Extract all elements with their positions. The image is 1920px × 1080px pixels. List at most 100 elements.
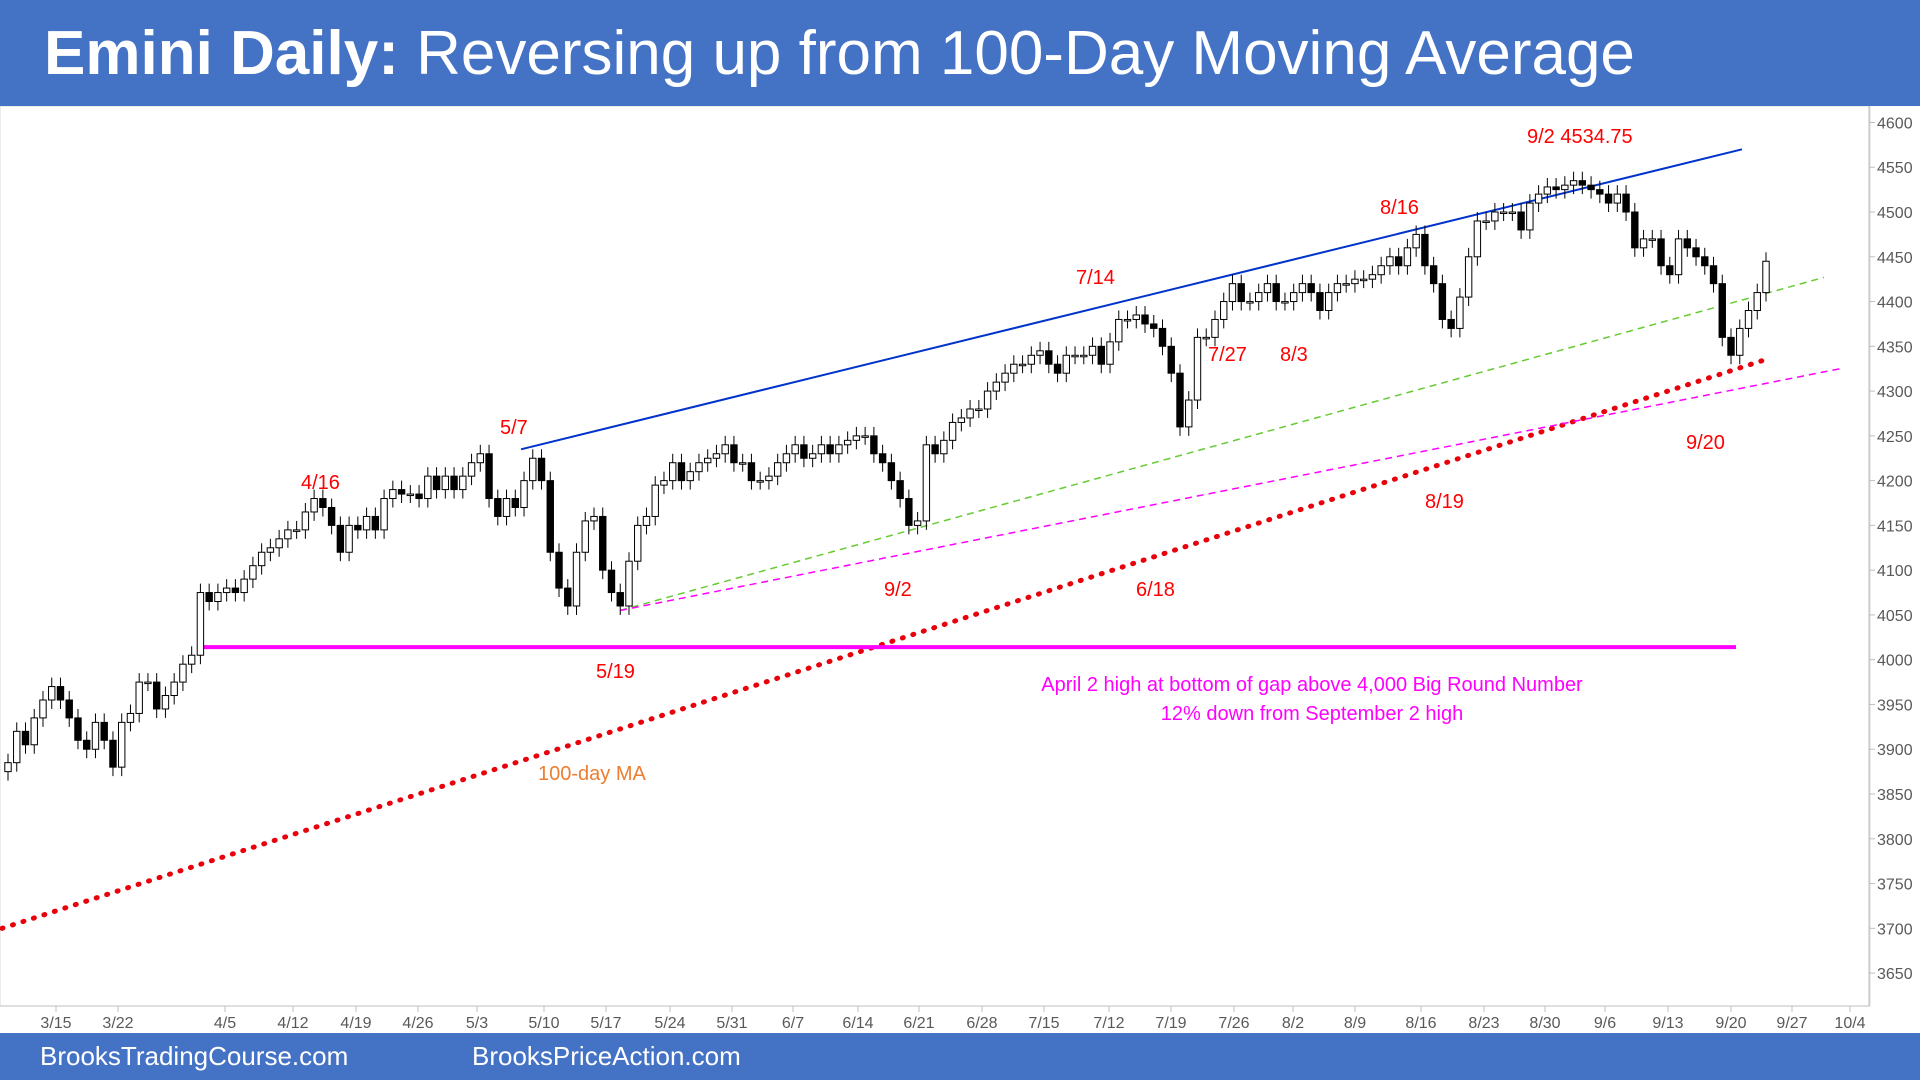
candle-body	[467, 462, 476, 477]
candle-body	[843, 439, 852, 446]
y-tick-label: 4100	[1877, 563, 1913, 580]
candle-body	[450, 475, 458, 491]
y-axis-ticks: 3650 3700 3750 3800 3850 3900 3950 4000 4050 4100…	[1869, 115, 1913, 983]
candle-body	[91, 721, 100, 750]
candle-body	[170, 681, 178, 697]
candle-body	[1290, 292, 1298, 303]
candle-body	[634, 524, 642, 562]
candle-body	[1569, 180, 1578, 186]
candle-body	[292, 529, 301, 532]
title-bold-part: Emini Daily:	[44, 19, 399, 88]
y-tick-label: 4450	[1877, 250, 1913, 267]
candle-body	[686, 471, 694, 482]
candle-body	[1552, 186, 1560, 191]
x-tick-label: 5/24	[654, 1015, 685, 1032]
candle-body	[1394, 256, 1403, 267]
candle-body	[651, 484, 659, 517]
candle-body	[1010, 363, 1018, 374]
candle-body	[800, 444, 808, 459]
candle-body	[983, 390, 992, 410]
candle-body	[56, 686, 65, 701]
page-title: Emini Daily: Reversing up from 100-Day M…	[44, 14, 1635, 94]
candle-body	[1263, 283, 1272, 294]
candle-body	[1412, 233, 1420, 249]
candle-body	[1246, 301, 1254, 304]
candle-body	[537, 457, 546, 482]
x-tick-label: 7/26	[1218, 1015, 1249, 1032]
y-tick-label: 3850	[1877, 787, 1913, 804]
candle-body	[502, 498, 511, 517]
candle-body	[581, 520, 589, 553]
candle-body	[835, 444, 843, 455]
x-tick-label: 5/31	[716, 1015, 747, 1032]
annotation-8-16: 8/16	[1380, 197, 1419, 219]
footer-link-right[interactable]: BrooksPriceAction.com	[472, 1041, 741, 1071]
x-tick-label: 4/26	[402, 1015, 433, 1032]
candle-body	[1202, 336, 1210, 340]
candle-body	[1071, 354, 1079, 358]
candle-body	[1088, 345, 1097, 356]
candle-body	[1604, 193, 1613, 204]
candle-body	[231, 587, 240, 594]
candle-body	[1027, 354, 1036, 365]
candle-body	[1386, 256, 1394, 267]
ma-label: 100-day MA	[538, 763, 646, 785]
candle-body	[406, 493, 415, 497]
candle-body	[4, 762, 12, 773]
x-tick-label: 8/2	[1282, 1015, 1304, 1032]
candle-body	[1018, 363, 1027, 367]
candle-body	[1053, 363, 1062, 374]
candle-body	[1333, 283, 1342, 294]
x-tick-label: 8/23	[1468, 1015, 1499, 1032]
candle-body	[1281, 301, 1289, 304]
candle-body	[1622, 193, 1630, 213]
ma-100-line	[0, 357, 1768, 931]
candle-body	[126, 712, 135, 723]
candle-body	[1482, 220, 1490, 223]
candle-body	[327, 506, 336, 526]
x-tick-label: 4/5	[214, 1015, 236, 1032]
annotation-4-16: 4/16	[301, 472, 340, 494]
candle-body	[660, 480, 668, 486]
annotation-8-3: 8/3	[1280, 344, 1308, 366]
candle-body	[152, 681, 161, 710]
candle-body	[109, 739, 117, 768]
candle-body	[459, 475, 467, 491]
candle-body	[861, 435, 869, 438]
y-tick-label: 3950	[1877, 697, 1913, 714]
candle-body	[1220, 301, 1228, 320]
annotations: 4/16 5/7 5/19 7/14 7/27 8/3 8/16 9/2 453…	[301, 126, 1725, 785]
candle-body	[1123, 318, 1132, 322]
candle-body	[144, 681, 152, 685]
candle-body	[1727, 336, 1735, 356]
candle-body	[625, 560, 633, 607]
candle-body	[511, 498, 519, 508]
candle-body	[922, 444, 931, 522]
annotation-9-2-high: 9/2 4534.75	[1527, 126, 1633, 148]
candle-body	[1561, 184, 1569, 191]
x-tick-label: 8/30	[1529, 1015, 1560, 1032]
y-tick-label: 4050	[1877, 608, 1913, 625]
candle-body	[1185, 399, 1193, 428]
footer-link-left[interactable]: BrooksTradingCourse.com	[40, 1041, 349, 1071]
candle-body	[1324, 292, 1333, 312]
candle-body	[1456, 296, 1464, 329]
candle-body	[642, 515, 651, 526]
candle-body	[1762, 260, 1770, 294]
y-tick-label: 4350	[1877, 339, 1913, 356]
x-tick-label: 7/12	[1093, 1015, 1124, 1032]
candle-body	[669, 462, 677, 482]
x-tick-label: 4/19	[340, 1015, 371, 1032]
x-tick-label: 6/14	[842, 1015, 873, 1032]
candle-body	[870, 435, 878, 455]
candle-body	[791, 444, 799, 455]
candle-body	[266, 547, 275, 553]
candle-body	[48, 686, 56, 701]
candle-body	[1753, 292, 1761, 312]
x-tick-label: 4/12	[277, 1015, 308, 1032]
candle-body	[695, 462, 703, 473]
candle-body	[773, 462, 782, 477]
candle-body	[249, 565, 257, 580]
candlestick-chart: 3650 3700 3750 3800 3850 3900 3950 4000 4050 4100…	[0, 106, 1913, 1032]
candle-body	[494, 498, 502, 517]
